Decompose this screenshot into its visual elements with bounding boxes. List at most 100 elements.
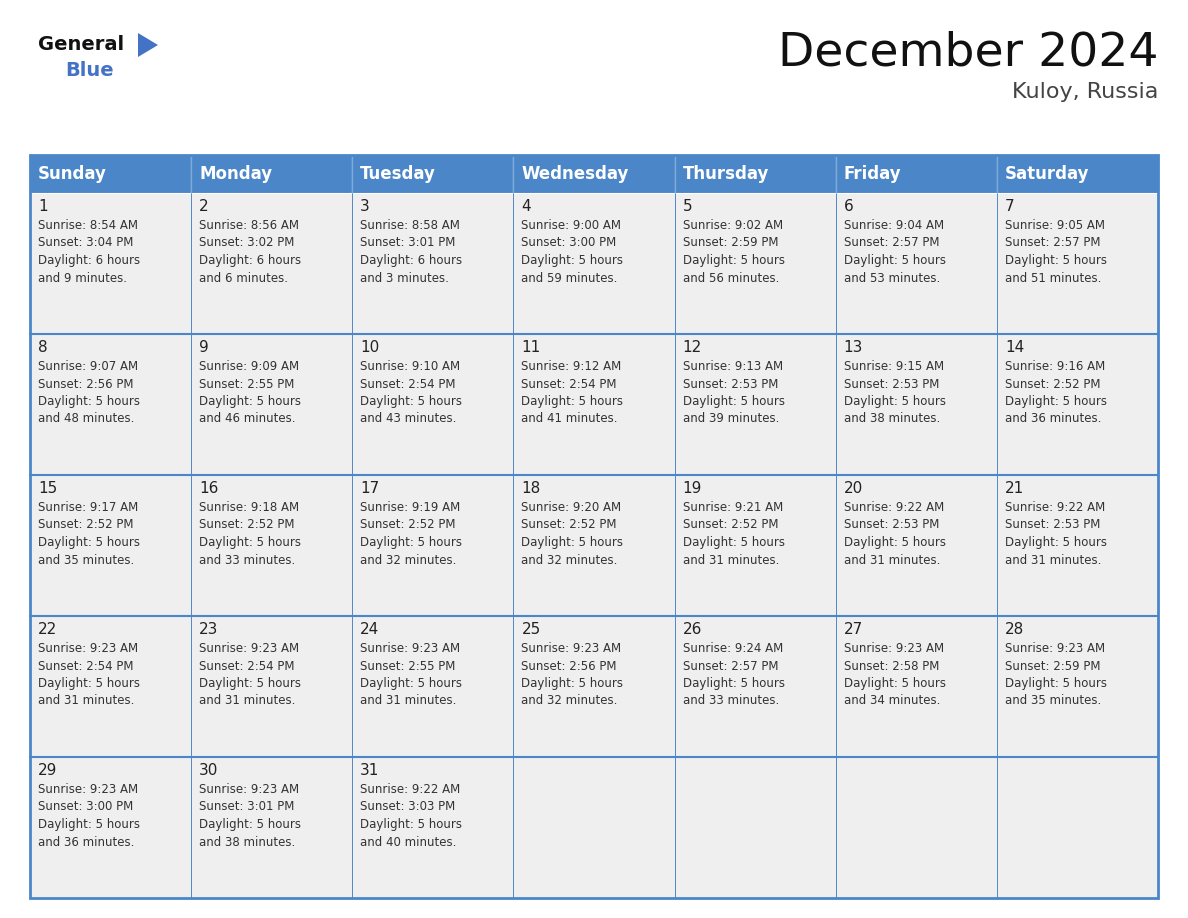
Bar	[835, 616, 997, 757]
Text: Sunset: 2:52 PM: Sunset: 2:52 PM	[200, 519, 295, 532]
Bar	[513, 193, 675, 334]
Bar	[353, 193, 513, 334]
Text: 9: 9	[200, 340, 209, 355]
Text: Sunrise: 9:02 AM: Sunrise: 9:02 AM	[683, 219, 783, 232]
Text: 10: 10	[360, 340, 379, 355]
Text: Sunset: 2:53 PM: Sunset: 2:53 PM	[1005, 519, 1100, 532]
Text: 29: 29	[38, 763, 57, 778]
Text: 17: 17	[360, 481, 379, 496]
Text: Sunrise: 9:23 AM: Sunrise: 9:23 AM	[200, 783, 299, 796]
Bar	[513, 616, 675, 757]
Text: Sunrise: 9:23 AM: Sunrise: 9:23 AM	[38, 783, 138, 796]
Text: and 33 minutes.: and 33 minutes.	[200, 554, 296, 566]
Bar	[191, 334, 353, 475]
Text: Sunset: 2:57 PM: Sunset: 2:57 PM	[843, 237, 940, 250]
Text: Sunset: 2:57 PM: Sunset: 2:57 PM	[1005, 237, 1100, 250]
Text: 31: 31	[360, 763, 380, 778]
Text: 8: 8	[38, 340, 48, 355]
Text: Sunrise: 9:22 AM: Sunrise: 9:22 AM	[360, 783, 461, 796]
Text: Daylight: 5 hours: Daylight: 5 hours	[1005, 536, 1107, 549]
Text: Sunrise: 9:22 AM: Sunrise: 9:22 AM	[843, 501, 944, 514]
Bar	[353, 155, 513, 193]
Text: Daylight: 5 hours: Daylight: 5 hours	[683, 536, 784, 549]
Bar	[353, 334, 513, 475]
Text: Sunrise: 9:09 AM: Sunrise: 9:09 AM	[200, 360, 299, 373]
Text: Sunrise: 9:16 AM: Sunrise: 9:16 AM	[1005, 360, 1105, 373]
Text: 7: 7	[1005, 199, 1015, 214]
Bar	[513, 155, 675, 193]
Text: and 31 minutes.: and 31 minutes.	[683, 554, 779, 566]
Text: and 59 minutes.: and 59 minutes.	[522, 272, 618, 285]
Text: Sunrise: 9:12 AM: Sunrise: 9:12 AM	[522, 360, 621, 373]
Text: Sunrise: 9:10 AM: Sunrise: 9:10 AM	[360, 360, 461, 373]
Text: 21: 21	[1005, 481, 1024, 496]
Text: and 32 minutes.: and 32 minutes.	[522, 554, 618, 566]
Bar	[191, 193, 353, 334]
Bar	[30, 155, 1158, 898]
Text: 15: 15	[38, 481, 57, 496]
Bar	[353, 616, 513, 757]
Text: and 31 minutes.: and 31 minutes.	[1005, 554, 1101, 566]
Text: Sunrise: 9:24 AM: Sunrise: 9:24 AM	[683, 642, 783, 655]
Text: 6: 6	[843, 199, 853, 214]
Text: Thursday: Thursday	[683, 165, 769, 183]
Bar	[835, 757, 997, 898]
Text: and 51 minutes.: and 51 minutes.	[1005, 272, 1101, 285]
Bar	[997, 193, 1158, 334]
Text: Sunset: 2:52 PM: Sunset: 2:52 PM	[1005, 377, 1100, 390]
Text: and 31 minutes.: and 31 minutes.	[843, 554, 940, 566]
Bar	[675, 616, 835, 757]
Text: Daylight: 5 hours: Daylight: 5 hours	[200, 818, 301, 831]
Text: and 43 minutes.: and 43 minutes.	[360, 412, 456, 426]
Text: Sunrise: 9:23 AM: Sunrise: 9:23 AM	[1005, 642, 1105, 655]
Text: and 56 minutes.: and 56 minutes.	[683, 272, 779, 285]
Bar	[191, 616, 353, 757]
Text: and 40 minutes.: and 40 minutes.	[360, 835, 456, 848]
Bar	[191, 155, 353, 193]
Text: and 32 minutes.: and 32 minutes.	[522, 695, 618, 708]
Text: Daylight: 5 hours: Daylight: 5 hours	[683, 395, 784, 408]
Text: Daylight: 5 hours: Daylight: 5 hours	[843, 536, 946, 549]
Text: Sunset: 3:02 PM: Sunset: 3:02 PM	[200, 237, 295, 250]
Text: Sunrise: 9:20 AM: Sunrise: 9:20 AM	[522, 501, 621, 514]
Text: Daylight: 5 hours: Daylight: 5 hours	[683, 677, 784, 690]
Text: Sunrise: 9:00 AM: Sunrise: 9:00 AM	[522, 219, 621, 232]
Text: Daylight: 5 hours: Daylight: 5 hours	[843, 254, 946, 267]
Bar	[835, 193, 997, 334]
Bar	[835, 334, 997, 475]
Text: Sunset: 3:01 PM: Sunset: 3:01 PM	[200, 800, 295, 813]
Text: Sunset: 2:52 PM: Sunset: 2:52 PM	[522, 519, 617, 532]
Text: Sunset: 3:00 PM: Sunset: 3:00 PM	[522, 237, 617, 250]
Text: 1: 1	[38, 199, 48, 214]
Text: Daylight: 5 hours: Daylight: 5 hours	[522, 395, 624, 408]
Text: Daylight: 5 hours: Daylight: 5 hours	[1005, 677, 1107, 690]
Text: Sunset: 2:53 PM: Sunset: 2:53 PM	[843, 519, 939, 532]
Text: 13: 13	[843, 340, 864, 355]
Text: 30: 30	[200, 763, 219, 778]
Text: and 33 minutes.: and 33 minutes.	[683, 695, 779, 708]
Text: 19: 19	[683, 481, 702, 496]
Text: and 34 minutes.: and 34 minutes.	[843, 695, 940, 708]
Bar	[675, 757, 835, 898]
Text: Daylight: 5 hours: Daylight: 5 hours	[200, 395, 301, 408]
Text: Sunset: 3:01 PM: Sunset: 3:01 PM	[360, 237, 456, 250]
Text: Daylight: 5 hours: Daylight: 5 hours	[38, 818, 140, 831]
Bar	[835, 475, 997, 616]
Text: and 38 minutes.: and 38 minutes.	[843, 412, 940, 426]
Text: Daylight: 5 hours: Daylight: 5 hours	[360, 536, 462, 549]
Text: Daylight: 6 hours: Daylight: 6 hours	[38, 254, 140, 267]
Text: Daylight: 6 hours: Daylight: 6 hours	[360, 254, 462, 267]
Text: 12: 12	[683, 340, 702, 355]
Text: Sunset: 2:54 PM: Sunset: 2:54 PM	[38, 659, 133, 673]
Text: Saturday: Saturday	[1005, 165, 1089, 183]
Bar	[675, 334, 835, 475]
Text: 26: 26	[683, 622, 702, 637]
Text: Sunset: 2:52 PM: Sunset: 2:52 PM	[360, 519, 456, 532]
Text: Sunrise: 9:18 AM: Sunrise: 9:18 AM	[200, 501, 299, 514]
Text: Daylight: 5 hours: Daylight: 5 hours	[38, 536, 140, 549]
Bar	[191, 757, 353, 898]
Text: and 38 minutes.: and 38 minutes.	[200, 835, 296, 848]
Bar	[513, 475, 675, 616]
Bar	[30, 475, 191, 616]
Text: Daylight: 5 hours: Daylight: 5 hours	[1005, 254, 1107, 267]
